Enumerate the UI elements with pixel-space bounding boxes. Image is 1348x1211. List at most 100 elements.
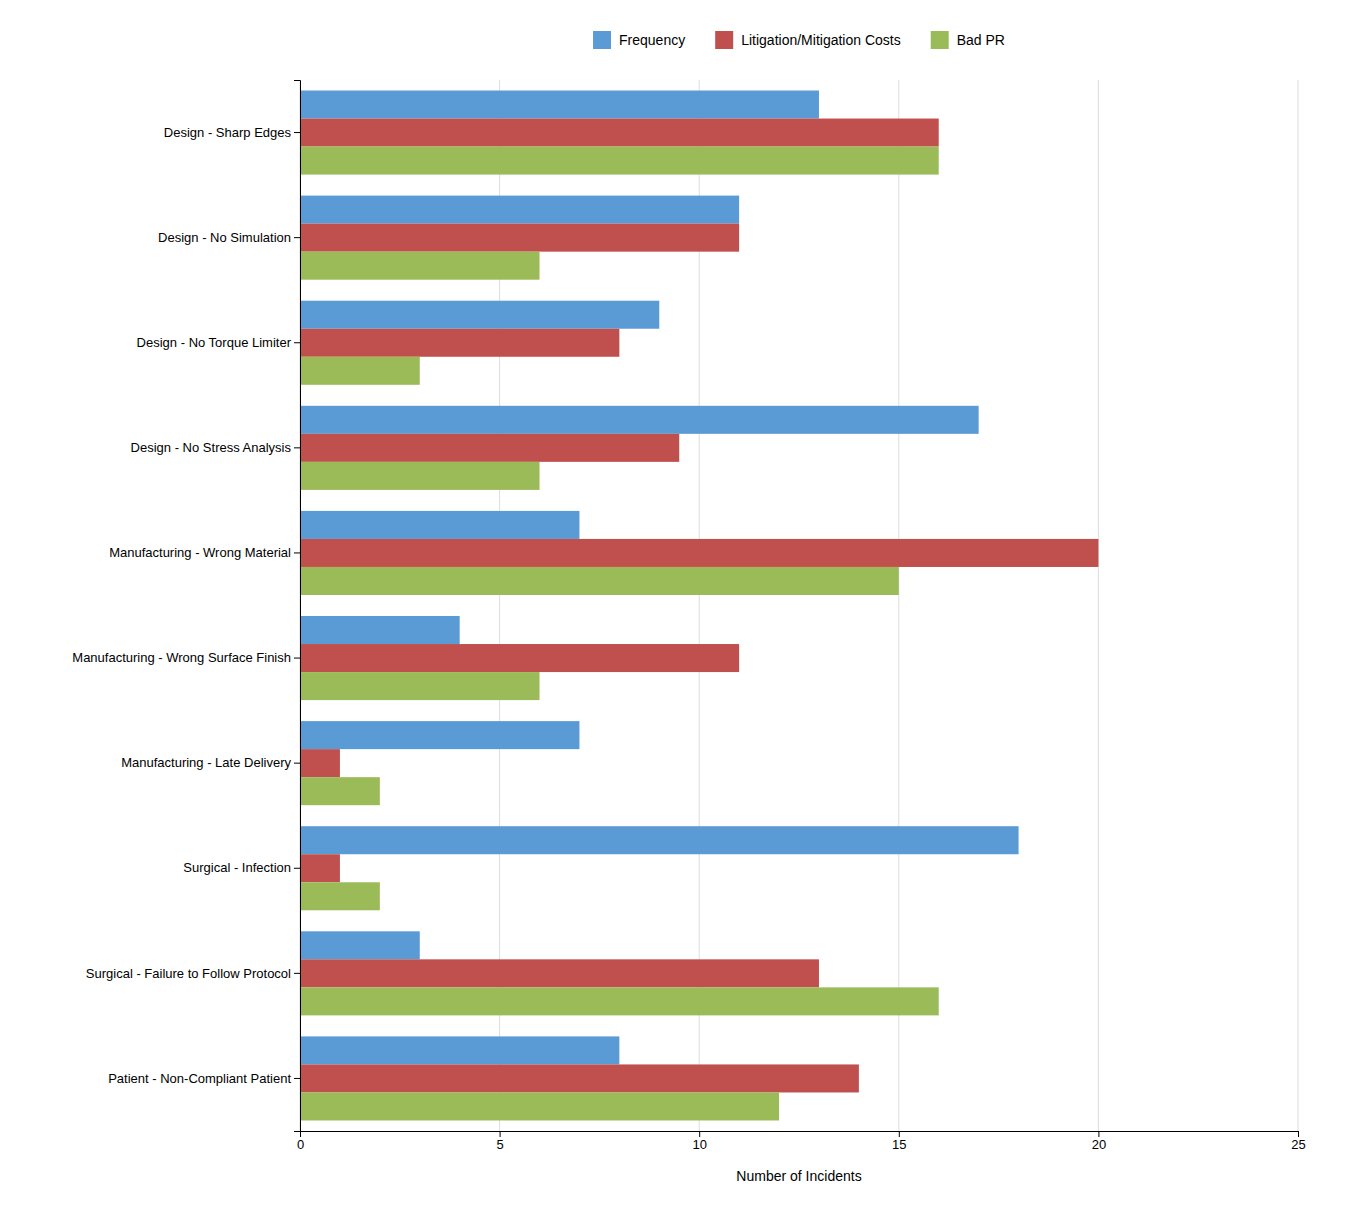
tick: 10 <box>692 1131 706 1152</box>
tick-mark <box>294 763 300 764</box>
tick: Patient - Non-Compliant Patient <box>108 1071 300 1086</box>
bar <box>300 1036 619 1064</box>
chart-svg: 0 5 10 15 20 25 Design - Sharp Edges Design - N… <box>0 0 1348 1211</box>
tick: Surgical - Failure to Follow Protocol <box>86 966 300 981</box>
bar <box>300 1092 779 1120</box>
bar <box>300 406 979 434</box>
y-axis: Design - Sharp Edges Design - No Simulati… <box>72 81 300 1132</box>
bar <box>300 252 540 280</box>
axis-title: Number of Incidents <box>736 1168 861 1184</box>
tick: Surgical - Infection <box>183 860 300 875</box>
bar <box>300 196 739 224</box>
legend-item: Frequency <box>593 31 685 49</box>
tick-label: Design - No Torque Limiter <box>137 335 292 350</box>
tick-label: 20 <box>1092 1137 1106 1152</box>
tick-mark <box>294 447 300 448</box>
tick-mark <box>1298 1131 1299 1137</box>
bar-series <box>300 91 1019 1065</box>
legend-swatch <box>593 31 611 49</box>
tick-label: Manufacturing - Wrong Surface Finish <box>72 650 291 665</box>
bar <box>300 301 659 329</box>
legend: Frequency Litigation/Mitigation Costs Bad … <box>593 31 1005 49</box>
grid <box>300 80 1298 1131</box>
tick-label: 15 <box>892 1137 906 1152</box>
bar <box>300 147 939 175</box>
bar <box>300 644 739 672</box>
tick-mark <box>294 132 300 133</box>
axis-domain <box>301 1132 1299 1138</box>
bar <box>300 462 540 490</box>
bar <box>300 826 1019 854</box>
tick-mark <box>699 1131 700 1137</box>
tick: Manufacturing - Wrong Material <box>109 545 300 560</box>
tick-label: Design - Sharp Edges <box>164 125 292 140</box>
tick-label: 5 <box>496 1137 503 1152</box>
tick-mark <box>899 1131 900 1137</box>
bar <box>300 567 899 595</box>
legend-swatch <box>931 31 949 49</box>
tick-label: 25 <box>1291 1137 1305 1152</box>
bar <box>300 854 340 882</box>
tick-label: Manufacturing - Wrong Material <box>109 545 291 560</box>
tick-label: Design - No Stress Analysis <box>131 440 292 455</box>
tick-label: Patient - Non-Compliant Patient <box>108 1071 291 1086</box>
tick-mark <box>294 342 300 343</box>
tick: Design - No Torque Limiter <box>137 335 300 350</box>
bar <box>300 987 939 1015</box>
tick: Manufacturing - Late Delivery <box>121 755 300 770</box>
x-axis: 0 5 10 15 20 25 <box>297 1131 1306 1152</box>
bar <box>300 511 579 539</box>
legend-label: Bad PR <box>957 32 1005 48</box>
bar <box>300 882 380 910</box>
axis-domain <box>294 81 301 1132</box>
tick: 20 <box>1092 1131 1106 1152</box>
tick: Design - Sharp Edges <box>164 125 300 140</box>
bar-series <box>300 119 1098 1093</box>
tick-mark <box>294 868 300 869</box>
bar <box>300 434 679 462</box>
legend-label: Litigation/Mitigation Costs <box>741 32 901 48</box>
bar <box>300 1064 859 1092</box>
tick-mark <box>294 237 300 238</box>
bar <box>300 119 939 147</box>
bar <box>300 931 420 959</box>
grid-line <box>1098 80 1099 1131</box>
tick-label: Design - No Simulation <box>158 230 291 245</box>
bar <box>300 357 420 385</box>
tick-mark <box>500 1131 501 1137</box>
tick: 0 <box>297 1131 304 1152</box>
tick-mark <box>294 973 300 974</box>
tick: Design - No Simulation <box>158 230 300 245</box>
tick: 25 <box>1291 1131 1305 1152</box>
legend-swatch <box>715 31 733 49</box>
bar <box>300 721 579 749</box>
bar <box>300 777 380 805</box>
tick-label: Surgical - Failure to Follow Protocol <box>86 966 291 981</box>
grid-line <box>1298 80 1299 1131</box>
bar <box>300 539 1098 567</box>
bar <box>300 329 619 357</box>
tick-label: Surgical - Infection <box>183 860 291 875</box>
tick-mark <box>294 552 300 553</box>
bar <box>300 959 819 987</box>
plot-area: 0 5 10 15 20 25 Design - Sharp Edges Design - N… <box>72 80 1305 1184</box>
legend-item: Bad PR <box>931 31 1005 49</box>
tick: 5 <box>496 1131 503 1152</box>
legend-item: Litigation/Mitigation Costs <box>715 31 901 49</box>
tick: Design - No Stress Analysis <box>131 440 300 455</box>
tick-mark <box>294 658 300 659</box>
bar <box>300 616 460 644</box>
bar <box>300 672 540 700</box>
tick-mark <box>1098 1131 1099 1137</box>
legend-label: Frequency <box>619 32 685 48</box>
tick-label: 10 <box>692 1137 706 1152</box>
tick: Manufacturing - Wrong Surface Finish <box>72 650 300 665</box>
tick-label: Manufacturing - Late Delivery <box>121 755 291 770</box>
bar-series <box>300 147 939 1121</box>
bar <box>300 91 819 119</box>
tick: 15 <box>892 1131 906 1152</box>
bar <box>300 749 340 777</box>
tick-label: 0 <box>297 1137 304 1152</box>
bar <box>300 224 739 252</box>
grid-line <box>898 80 899 1131</box>
